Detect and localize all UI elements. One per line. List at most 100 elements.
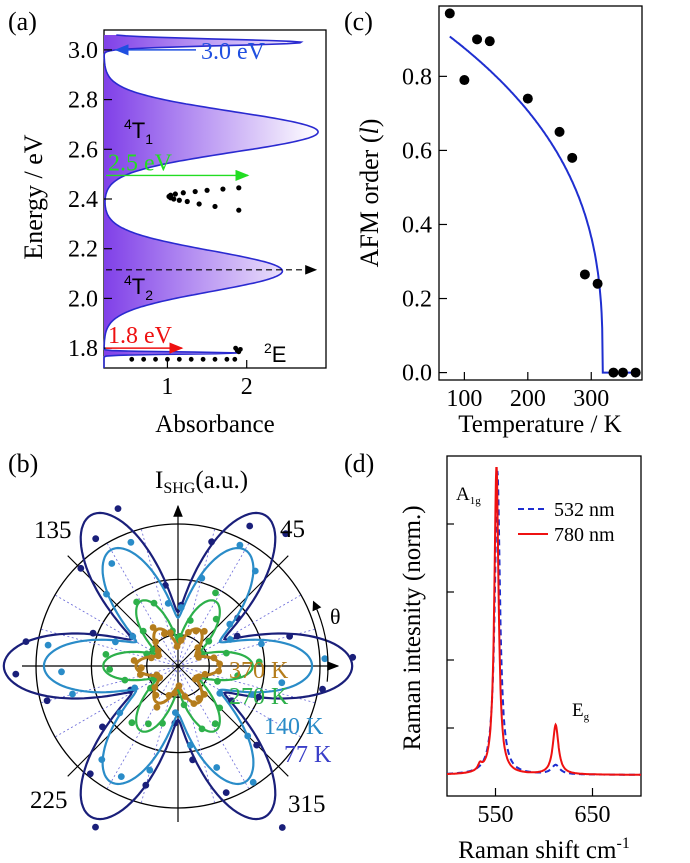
panel-a-point	[220, 186, 226, 192]
panel-a-y-tick-label: 2.8	[68, 88, 98, 114]
c-ylabel-var: l	[355, 127, 384, 134]
panel-c-point	[459, 75, 470, 86]
panel-b-series-point	[216, 660, 224, 668]
panel-a-point	[236, 185, 242, 191]
b-title-base: I	[155, 467, 163, 494]
panel-b-series-point	[177, 637, 185, 644]
panel-a-state-4t2: 4T2	[124, 272, 153, 303]
panel-c-y-ticks: 0.0 0.2 0.4 0.6 0.8	[402, 64, 447, 387]
panel-c-point	[567, 152, 578, 163]
panel-b-series-point	[198, 574, 206, 582]
panel-b-series-point	[133, 598, 141, 606]
d-xlabel-base: Raman shift cm	[458, 837, 617, 863]
panel-label-a: (a)	[8, 7, 37, 36]
panel-b-series-point	[319, 685, 326, 693]
panel-a-plot-frame	[103, 29, 327, 369]
panel-a-point	[153, 356, 158, 362]
panel-a-y-tick-label: 2.4	[68, 187, 98, 213]
panel-a-point	[200, 356, 206, 362]
panel-b-series-point	[86, 770, 94, 778]
panel-b-series-point	[251, 567, 259, 575]
panel-b-series-point	[89, 629, 97, 637]
panel-a-x-tick-label: 2	[241, 374, 253, 400]
panel-b-series-point	[131, 684, 139, 692]
panel-b-angle-315: 315	[288, 791, 326, 818]
state-4t2-sup: 4	[124, 272, 132, 288]
panel-c-point	[579, 269, 590, 280]
panel-a-point	[165, 356, 170, 362]
panel-b-series-point	[137, 664, 145, 672]
panel-b-series-point	[201, 670, 209, 678]
panel-b-series-point	[106, 666, 114, 673]
panel-b-series-point	[246, 522, 254, 530]
panel-b-dotted-ray	[177, 542, 250, 667]
panel-b-legend-370k: 370 K	[229, 658, 289, 684]
panel-a-absorbance-area	[104, 34, 319, 369]
panel-c-x-tick-label: 300	[573, 386, 609, 412]
panel-a-state-2e: 2E	[264, 340, 286, 367]
panel-d-x-axis-label: Raman shift cm-1	[458, 835, 630, 863]
panel-c-y-tick-label: 0.0	[402, 361, 432, 387]
panel-a-label-2p5: 2.5 eV	[108, 150, 173, 176]
panel-a-point	[141, 356, 147, 362]
d-a1g-sub: 1g	[470, 495, 482, 507]
d-eg-sub: g	[584, 711, 590, 723]
panel-b-series-point	[92, 823, 99, 831]
panel-b-series-point	[102, 651, 110, 658]
panel-d-x-ticks: 550 650	[478, 788, 611, 828]
panel-b-angle-45: 45	[280, 516, 305, 543]
panel-b-series-point	[58, 668, 65, 676]
state-4t2-base: T	[132, 274, 145, 299]
panel-b-series-point	[212, 615, 220, 623]
panel-c-y-tick-label: 0.8	[402, 64, 432, 90]
panel-b-series-curve	[102, 599, 254, 733]
panel-a-point	[176, 356, 182, 362]
panel-b-series-point	[244, 732, 252, 740]
c-ylabel-post: )	[355, 119, 384, 128]
panel-b-series-point	[129, 633, 137, 640]
d-xlabel-sup: -1	[616, 835, 629, 852]
panel-b-series-point	[149, 646, 157, 654]
panel-b-series-point	[200, 627, 208, 635]
panel-d-x-tick-label: 650	[575, 802, 611, 828]
panel-a-point	[237, 346, 243, 352]
panel-a-y-tick-label: 1.8	[68, 336, 98, 362]
panel-b-dotted-ray	[140, 665, 179, 804]
panel-b-series-point	[201, 691, 208, 698]
panel-a-absorbance-curve	[103, 34, 319, 368]
panel-b-series-point	[177, 604, 185, 611]
panel-d-plot-frame	[446, 455, 642, 797]
panel-c-afm-order-chart: 0.0 0.2 0.4 0.6 0.8 100 200 300 Temperature / …	[355, 5, 643, 438]
panel-b-title: ISHG(a.u.)	[155, 467, 248, 497]
panel-c-point	[522, 93, 533, 104]
panel-b-series-point	[92, 535, 100, 543]
panel-label-d: (d)	[344, 449, 374, 478]
panel-a-x-axis-label: Absorbance	[155, 411, 274, 438]
panel-b-series-point	[151, 684, 159, 691]
panel-b-series-point	[99, 723, 106, 731]
panel-a-state-4t1: 4T1	[124, 116, 153, 147]
panel-b-series-point	[226, 620, 234, 628]
state-2e-base: E	[272, 342, 287, 367]
panel-b-series-point	[286, 633, 293, 640]
panel-b-diagonal-axis	[67, 555, 179, 667]
panel-a-point	[188, 356, 194, 362]
panel-c-point	[630, 367, 641, 378]
panel-b-series-point	[175, 682, 183, 690]
b-title-sub: SHG	[163, 480, 195, 497]
panel-b-dotted-ray	[106, 542, 179, 667]
panel-b-series-point	[159, 719, 166, 727]
d-a1g-base: A	[456, 484, 470, 505]
panel-b-series-point	[258, 640, 265, 648]
panel-b-series-point	[186, 617, 194, 624]
panel-d-line-780nm	[447, 467, 641, 776]
panel-b-series-point	[198, 725, 206, 733]
panel-b-series-point	[117, 773, 125, 780]
panel-b-series-point	[142, 781, 150, 789]
panel-a-point	[129, 356, 135, 362]
panel-a-point	[192, 188, 198, 195]
state-4t1-base: T	[132, 118, 145, 143]
panel-label-c: (c)	[344, 7, 373, 36]
